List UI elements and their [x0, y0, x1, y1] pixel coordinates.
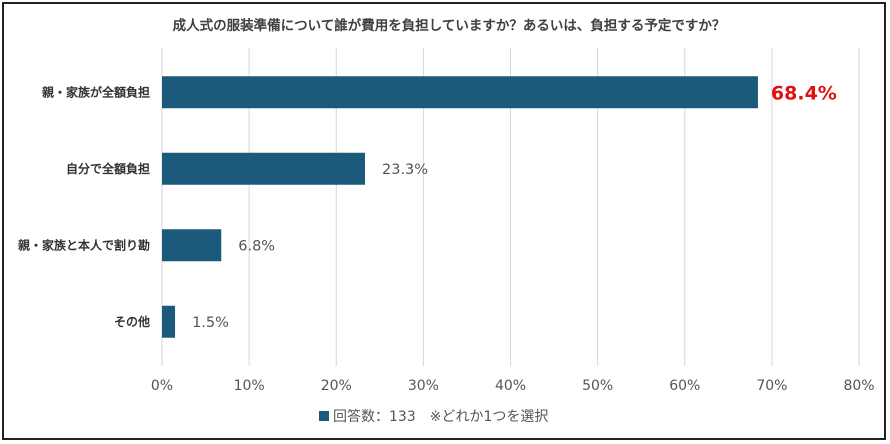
x-tick-label: 80%	[843, 378, 874, 394]
x-tick-label: 10%	[234, 378, 265, 394]
x-tick-label: 50%	[582, 378, 613, 394]
x-tick-label: 30%	[408, 378, 439, 394]
category-label: その他	[114, 314, 150, 329]
data-label: 23.3%	[382, 162, 428, 178]
x-tick-label: 0%	[151, 378, 173, 394]
data-label: 68.4%	[771, 82, 837, 104]
bar	[162, 229, 222, 262]
data-label: 6.8%	[238, 238, 275, 254]
bar-chart: 成人式の服装準備について誰が費用を負担していますか？あるいは、負担する予定ですか…	[18, 17, 875, 425]
bar	[162, 305, 176, 338]
legend: 回答数：133 ※どれか1つを選択	[319, 408, 548, 425]
legend-label: 回答数：133 ※どれか1つを選択	[333, 408, 548, 425]
legend-swatch	[319, 411, 329, 421]
bar	[162, 152, 366, 185]
category-label: 親・家族が全額負担	[42, 84, 150, 99]
category-label: 自分で全額負担	[66, 161, 150, 176]
bar	[162, 76, 758, 109]
x-tick-label: 60%	[669, 378, 700, 394]
chart-title: 成人式の服装準備について誰が費用を負担していますか？あるいは、負担する予定ですか…	[173, 17, 726, 34]
x-tick-label: 70%	[756, 378, 787, 394]
data-label: 1.5%	[192, 315, 229, 331]
x-tick-label: 20%	[321, 378, 352, 394]
chart-frame: 成人式の服装準備について誰が費用を負担していますか？あるいは、負担する予定ですか…	[2, 2, 886, 440]
x-tick-label: 40%	[495, 378, 526, 394]
category-label: 親・家族と本人で割り勘	[18, 237, 150, 252]
